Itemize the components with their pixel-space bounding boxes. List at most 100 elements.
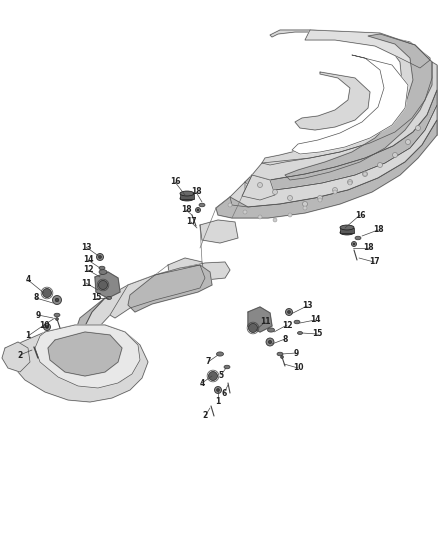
Circle shape — [288, 213, 292, 217]
Circle shape — [272, 190, 278, 195]
Text: 8: 8 — [33, 294, 39, 303]
Text: 8: 8 — [283, 335, 288, 343]
Polygon shape — [242, 175, 275, 200]
Circle shape — [273, 218, 277, 222]
Circle shape — [99, 280, 107, 289]
Text: 12: 12 — [83, 265, 93, 274]
Polygon shape — [128, 265, 212, 312]
Polygon shape — [82, 262, 230, 375]
Circle shape — [258, 215, 262, 219]
Circle shape — [353, 243, 355, 245]
Polygon shape — [10, 325, 148, 402]
Circle shape — [303, 201, 307, 206]
Circle shape — [363, 172, 367, 176]
Circle shape — [333, 190, 337, 194]
Ellipse shape — [180, 191, 194, 196]
Circle shape — [55, 298, 59, 302]
Text: 15: 15 — [312, 329, 322, 338]
Text: 6: 6 — [221, 389, 226, 398]
Circle shape — [99, 256, 102, 259]
Text: 5: 5 — [219, 370, 223, 379]
Text: 12: 12 — [282, 320, 292, 329]
Ellipse shape — [224, 365, 230, 369]
Text: 18: 18 — [191, 188, 201, 197]
Text: 14: 14 — [83, 255, 93, 264]
Circle shape — [303, 206, 307, 210]
Polygon shape — [252, 62, 437, 180]
Ellipse shape — [199, 203, 205, 207]
Ellipse shape — [297, 332, 303, 335]
Circle shape — [96, 254, 103, 261]
Circle shape — [347, 180, 353, 184]
Circle shape — [392, 152, 398, 157]
Ellipse shape — [355, 236, 361, 240]
Circle shape — [352, 241, 357, 246]
Text: 4: 4 — [199, 378, 205, 387]
Ellipse shape — [54, 313, 60, 317]
Ellipse shape — [268, 328, 275, 332]
Text: 13: 13 — [302, 302, 312, 311]
Circle shape — [266, 338, 274, 346]
Text: 1: 1 — [215, 397, 221, 406]
Text: 14: 14 — [310, 316, 320, 325]
Text: 18: 18 — [373, 225, 383, 235]
Circle shape — [56, 318, 59, 320]
Circle shape — [228, 203, 232, 207]
Polygon shape — [110, 265, 205, 318]
Text: 10: 10 — [39, 320, 49, 329]
Polygon shape — [2, 342, 30, 372]
Polygon shape — [73, 298, 130, 382]
Polygon shape — [262, 30, 432, 165]
Ellipse shape — [216, 352, 223, 356]
Ellipse shape — [340, 225, 354, 230]
Circle shape — [332, 188, 338, 192]
Circle shape — [287, 196, 293, 200]
Circle shape — [286, 309, 293, 316]
Text: 2: 2 — [18, 351, 23, 359]
Text: 2: 2 — [202, 411, 208, 421]
Text: 9: 9 — [35, 311, 41, 319]
Text: 11: 11 — [260, 318, 270, 327]
Circle shape — [406, 140, 410, 144]
Text: 10: 10 — [293, 364, 303, 373]
Circle shape — [288, 311, 290, 313]
Circle shape — [318, 198, 322, 202]
Text: 9: 9 — [293, 349, 299, 358]
Circle shape — [217, 389, 219, 391]
Text: 17: 17 — [369, 257, 379, 266]
Text: 15: 15 — [91, 294, 101, 303]
Polygon shape — [248, 307, 272, 332]
Circle shape — [280, 356, 283, 359]
Circle shape — [53, 295, 61, 304]
Circle shape — [46, 326, 49, 328]
Polygon shape — [230, 105, 437, 207]
Circle shape — [208, 372, 218, 381]
Circle shape — [197, 209, 199, 211]
Circle shape — [378, 163, 382, 167]
Circle shape — [318, 196, 322, 200]
Text: 1: 1 — [25, 332, 31, 341]
Polygon shape — [295, 72, 370, 130]
Text: 18: 18 — [181, 206, 191, 214]
Polygon shape — [168, 258, 205, 284]
Text: 17: 17 — [186, 217, 196, 227]
Circle shape — [268, 341, 272, 344]
Polygon shape — [48, 332, 122, 376]
Polygon shape — [305, 30, 430, 68]
Ellipse shape — [99, 266, 105, 270]
Circle shape — [416, 125, 420, 131]
Text: 7: 7 — [205, 358, 211, 367]
Polygon shape — [292, 55, 408, 154]
Polygon shape — [245, 90, 437, 192]
Text: 4: 4 — [25, 276, 31, 285]
Polygon shape — [285, 34, 432, 180]
Text: 16: 16 — [355, 211, 365, 220]
Polygon shape — [216, 120, 437, 218]
Polygon shape — [200, 220, 238, 243]
Circle shape — [348, 181, 352, 185]
Polygon shape — [180, 193, 194, 198]
Ellipse shape — [106, 296, 112, 300]
Polygon shape — [340, 228, 354, 232]
Circle shape — [243, 210, 247, 214]
Text: 18: 18 — [363, 244, 373, 253]
